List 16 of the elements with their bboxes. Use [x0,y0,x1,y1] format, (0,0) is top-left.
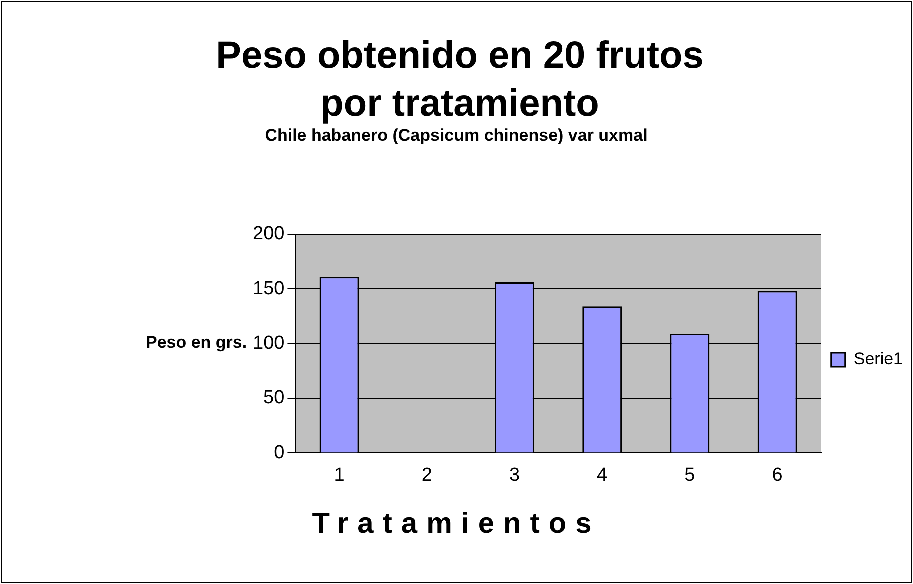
chart-subtitle: Chile habanero (Capsicum chinense) var uxmal [264,126,649,146]
x-axis-title: Tratamientos [311,508,602,541]
x-tick-label: 4 [597,464,608,486]
y-tick-label: 100 [253,333,285,354]
x-tick-label: 5 [684,464,696,486]
y-tick-label: 0 [274,442,285,464]
y-tick-label: 150 [253,278,285,300]
x-tick-label: 1 [334,464,345,486]
y-tick-label: 50 [264,388,285,409]
y-tick-label: 200 [253,224,285,245]
chart-title: Peso obtenido en 20 frutos por tratamiento [216,35,704,125]
legend-label: Serie1 [854,350,903,369]
y-axis-title: Peso en grs. [146,333,248,353]
x-tick-label: 6 [772,464,783,486]
x-tick-label: 2 [422,464,432,486]
x-tick-label: 3 [509,464,520,486]
